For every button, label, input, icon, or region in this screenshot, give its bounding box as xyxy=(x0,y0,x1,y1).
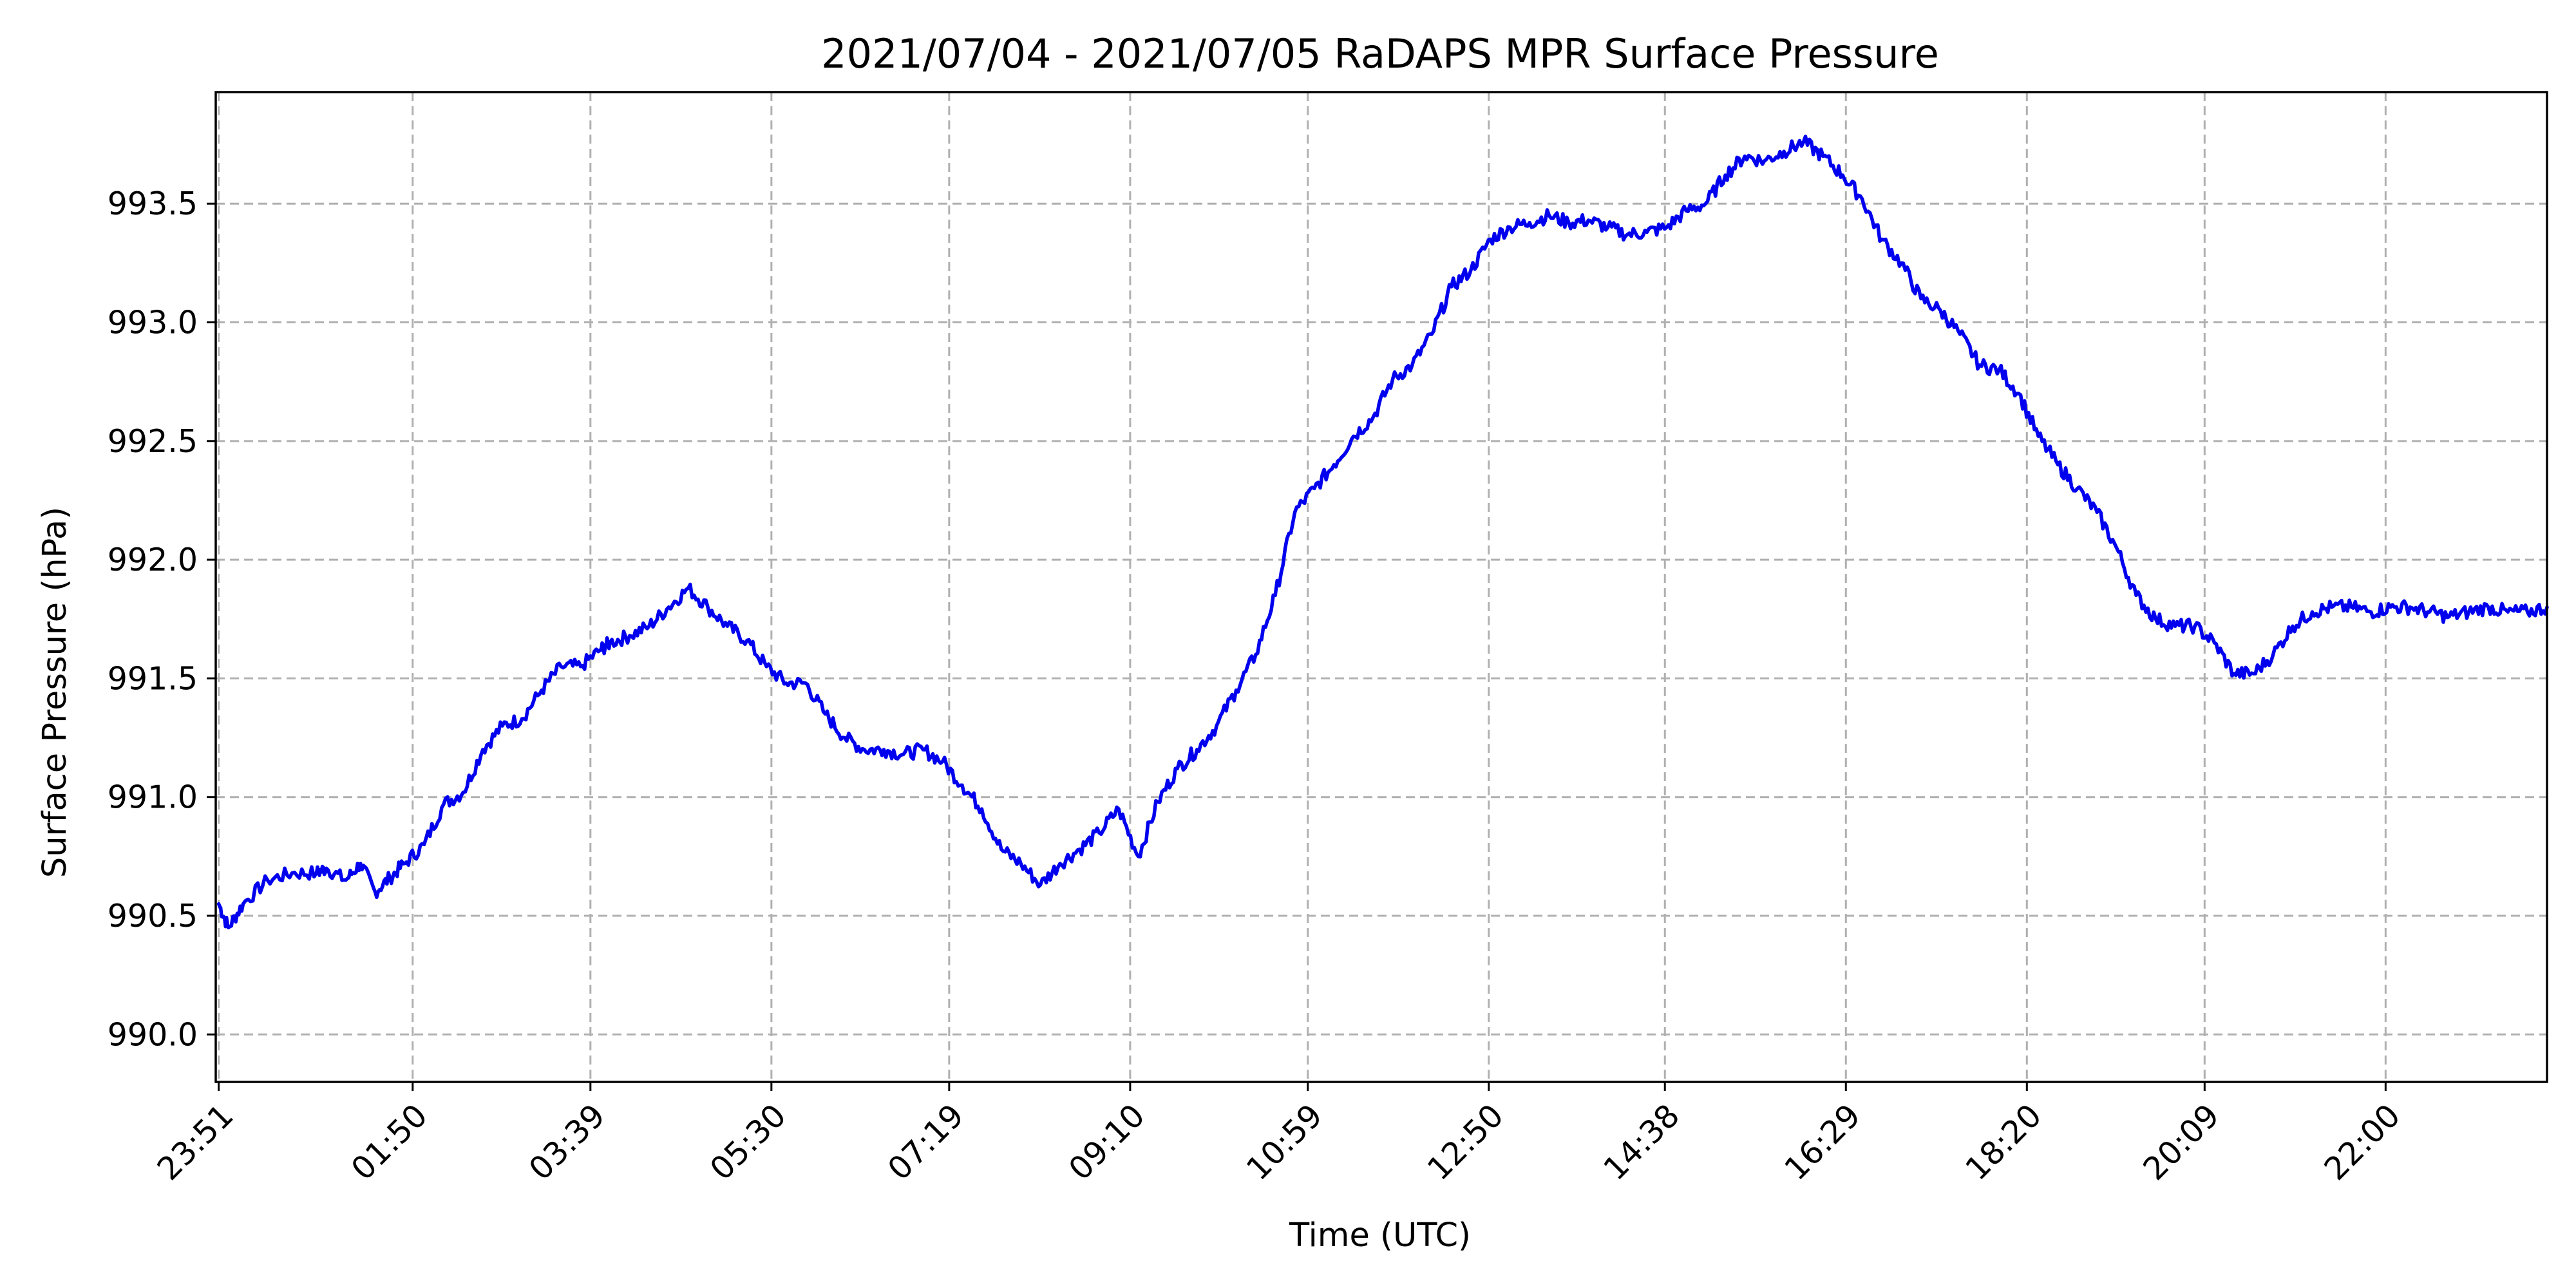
y-tick-label: 990.0 xyxy=(108,1016,198,1053)
chart-title: 2021/07/04 - 2021/07/05 RaDAPS MPR Surfa… xyxy=(821,30,1939,77)
series-layer xyxy=(216,135,2549,930)
y-tick-label: 992.5 xyxy=(108,423,198,460)
y-tick-label: 991.0 xyxy=(108,779,198,816)
grid-layer xyxy=(216,92,2547,1082)
y-tick-label: 993.5 xyxy=(108,185,198,222)
y-ticks-layer: 990.0 990.5 991.0 991.5 992.0 992.5 993.0 993.5 xyxy=(108,185,216,1053)
y-tick-label: 993.0 xyxy=(108,305,198,341)
x-axis-label: Time (UTC) xyxy=(1289,1217,1471,1255)
plot-frame xyxy=(214,91,2548,1083)
pressure-series-line xyxy=(216,135,2549,930)
y-tick-label: 990.5 xyxy=(108,898,198,934)
y-tick-label: 991.5 xyxy=(108,660,198,697)
y-axis-label: Surface Pressure (hPa) xyxy=(36,507,74,878)
y-tick-label: 992.0 xyxy=(108,542,198,578)
